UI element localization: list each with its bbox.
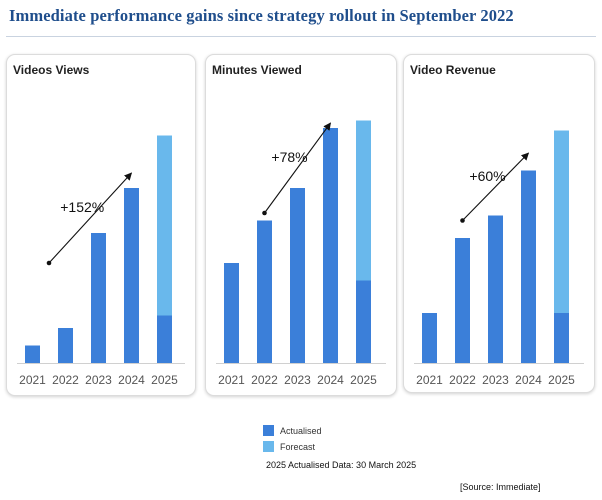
chart-title: Minutes Viewed	[212, 63, 302, 77]
bar-actualised	[25, 345, 40, 363]
growth-arrow	[462, 152, 530, 221]
bar-forecast	[554, 130, 569, 313]
x-tick-label: 2023	[482, 373, 509, 387]
bar-actualised	[488, 215, 503, 363]
bar-actualised	[124, 188, 139, 363]
bar-actualised	[521, 170, 536, 363]
legend-swatch-forecast	[263, 441, 274, 452]
growth-arrow-start-dot	[262, 210, 267, 216]
page-title: Immediate performance gains since strate…	[9, 6, 514, 25]
growth-arrow-start-dot	[460, 218, 465, 223]
x-tick-label: 2024	[118, 373, 145, 387]
x-tick-label: 2024	[317, 373, 344, 387]
chart-svg: 2021 2022 2023 2024 2025 +60%	[414, 130, 584, 387]
bar-actualised	[290, 188, 305, 363]
bar-actualised	[356, 280, 371, 363]
bar-actualised	[455, 238, 470, 363]
growth-arrow	[48, 172, 133, 264]
chart-panel-minutes-viewed: Minutes Viewed 2021 2022 2023 2024 2025 +78%	[205, 54, 397, 396]
bar-actualised	[323, 128, 338, 363]
legend-label-actualised: Actualised	[280, 426, 322, 436]
bar-actualised	[422, 313, 437, 363]
bar-actualised	[554, 313, 569, 363]
x-tick-label: 2021	[416, 373, 443, 387]
bar-forecast	[157, 135, 172, 316]
x-tick-label: 2021	[19, 373, 46, 387]
growth-annotation: +78%	[271, 149, 307, 165]
growth-annotation: +60%	[469, 168, 505, 184]
x-tick-label: 2025	[548, 373, 575, 387]
x-tick-label: 2025	[151, 373, 178, 387]
legend-label-forecast: Forecast	[280, 442, 316, 452]
bar-actualised	[257, 220, 272, 363]
growth-annotation: +152%	[60, 199, 104, 215]
x-tick-label: 2022	[52, 373, 79, 387]
chart-svg: 2021 2022 2023 2024 2025 +152%	[17, 135, 185, 387]
bar-forecast	[356, 120, 371, 281]
title-divider	[6, 36, 596, 37]
legend-swatch-actualised	[263, 425, 274, 436]
growth-arrow-start-dot	[46, 260, 52, 266]
bar-actualised	[91, 233, 106, 363]
chart-panel-videos-views: Videos Views 2021 2022 2023 2024 2025 +152%	[6, 54, 196, 396]
data-note: 2025 Actualised Data: 30 March 2025	[266, 460, 417, 470]
x-tick-label: 2021	[218, 373, 245, 387]
growth-arrow	[264, 122, 331, 214]
chart-title: Videos Views	[13, 63, 90, 77]
bar-actualised	[58, 328, 73, 363]
x-tick-label: 2022	[251, 373, 278, 387]
x-tick-label: 2022	[449, 373, 476, 387]
source-credit: [Source: Immediate]	[460, 482, 541, 492]
x-tick-label: 2023	[85, 373, 112, 387]
x-tick-label: 2025	[350, 373, 377, 387]
bar-actualised	[157, 315, 172, 363]
chart-panel-video-revenue: Video Revenue 2021 2022 2023 2024 2025 +60%	[403, 54, 595, 393]
chart-title: Video Revenue	[410, 63, 496, 77]
x-tick-label: 2024	[515, 373, 542, 387]
x-tick-label: 2023	[284, 373, 311, 387]
bar-actualised	[224, 263, 239, 363]
chart-svg: 2021 2022 2023 2024 2025 +78%	[216, 120, 386, 387]
